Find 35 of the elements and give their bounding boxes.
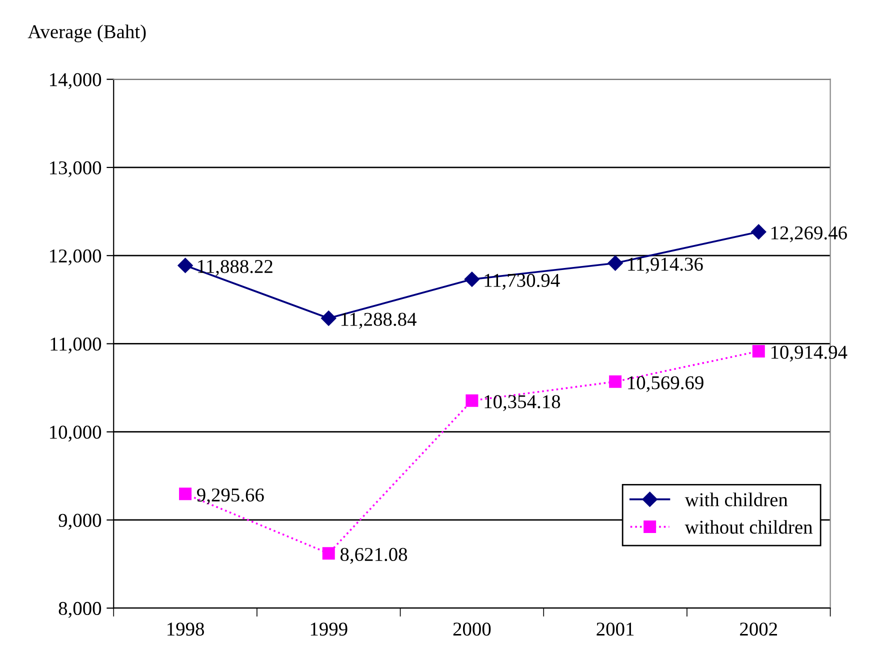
y-axis-title: Average (Baht) xyxy=(28,24,146,42)
y-tick-label: 12,000 xyxy=(50,249,102,266)
data-label: 10,914.94 xyxy=(771,346,848,362)
data-label: 11,730.94 xyxy=(484,274,560,290)
x-tick-label: 1999 xyxy=(310,622,348,636)
y-tick-label: 8,000 xyxy=(58,602,102,618)
y-tick-label: 11,000 xyxy=(50,338,102,354)
data-label: 11,888.22 xyxy=(198,260,272,276)
point xyxy=(464,272,480,287)
point xyxy=(609,375,622,388)
data-label: 8,621.08 xyxy=(340,548,408,564)
x-tick-label: 1998 xyxy=(168,622,204,636)
legend-label: with children xyxy=(684,492,788,506)
point xyxy=(751,224,766,240)
legend-label: without children xyxy=(684,520,813,534)
data-label: 10,354.18 xyxy=(484,395,560,412)
point xyxy=(466,394,478,407)
data-label: 11,288.84 xyxy=(341,312,416,329)
y-tick-label: 10,000 xyxy=(50,426,102,442)
y-tick-label: 9,000 xyxy=(58,514,102,530)
x-tick-label: 2002 xyxy=(740,622,778,636)
y-tick-label: 14,000 xyxy=(50,73,102,90)
data-label: 12,269.46 xyxy=(771,226,847,242)
point xyxy=(322,547,335,560)
x-tick-label: 2000 xyxy=(453,622,491,636)
point xyxy=(608,256,623,271)
data-label: 10,569.69 xyxy=(628,376,704,392)
point xyxy=(321,310,336,326)
data-label: 11,914.36 xyxy=(628,258,703,274)
point xyxy=(752,344,765,358)
data-label: 9,295.66 xyxy=(197,488,264,504)
y-tick-label: 13,000 xyxy=(50,161,102,178)
x-tick-label: 2001 xyxy=(596,622,634,636)
point xyxy=(178,258,193,274)
point xyxy=(179,488,192,500)
